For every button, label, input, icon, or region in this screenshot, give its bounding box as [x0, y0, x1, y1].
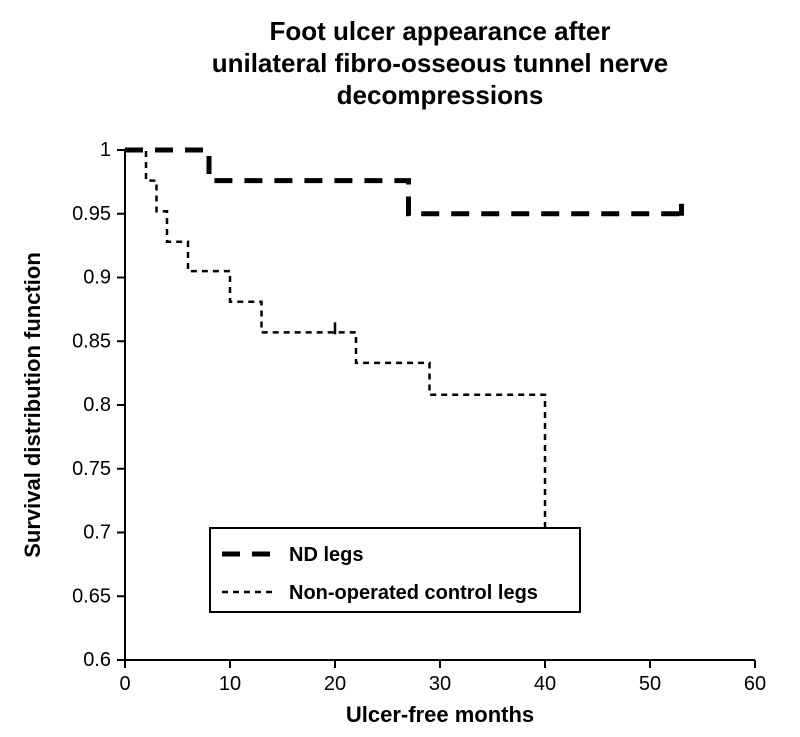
y-tick-label: 0.95 [72, 203, 111, 225]
svg-text:unilateral fibro-osseous tunne: unilateral fibro-osseous tunnel nerve [212, 48, 669, 78]
x-tick-label: 0 [119, 673, 130, 695]
y-tick-label: 0.9 [83, 267, 111, 289]
x-tick-label: 60 [744, 673, 766, 695]
chart-container: Foot ulcer appearance afterunilateral fi… [0, 0, 800, 737]
x-tick-label: 40 [534, 673, 556, 695]
legend-label: Non-operated control legs [289, 582, 538, 604]
y-tick-label: 0.65 [72, 585, 111, 607]
x-tick-label: 20 [324, 673, 346, 695]
y-tick-label: 0.85 [72, 330, 111, 352]
y-tick-label: 0.6 [83, 649, 111, 671]
svg-text:decompressions: decompressions [337, 80, 544, 110]
svg-text:Foot ulcer appearance after: Foot ulcer appearance after [270, 16, 611, 46]
legend-label: ND legs [289, 544, 363, 566]
x-tick-label: 30 [429, 673, 451, 695]
chart-bg [0, 0, 800, 737]
x-tick-label: 10 [219, 673, 241, 695]
survival-chart-svg: Foot ulcer appearance afterunilateral fi… [0, 0, 800, 737]
y-tick-label: 0.75 [72, 458, 111, 480]
y-tick-label: 0.8 [83, 394, 111, 416]
x-axis-label: Ulcer-free months [346, 702, 534, 727]
legend: ND legs Non-operated control legs [210, 528, 580, 612]
y-tick-label: 0.7 [83, 522, 111, 544]
x-tick-label: 50 [639, 673, 661, 695]
y-tick-label: 1 [100, 139, 111, 161]
y-axis-label: Survival distribution function [20, 252, 45, 558]
